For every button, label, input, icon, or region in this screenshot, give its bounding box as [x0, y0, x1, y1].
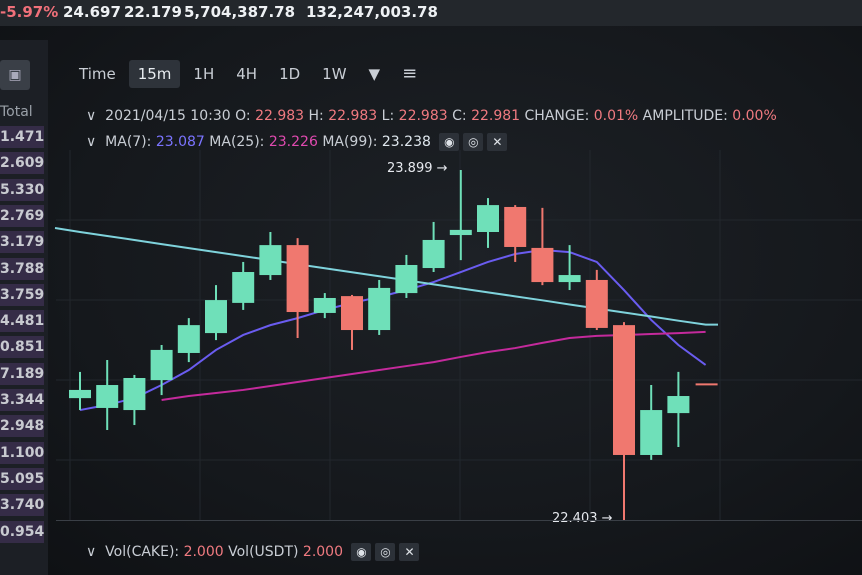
- low-value: 22.983: [398, 108, 448, 124]
- candle-body: [232, 272, 255, 303]
- candle-body: [286, 245, 309, 313]
- caret-down-icon[interactable]: ▼: [368, 64, 381, 83]
- eye-icon[interactable]: ◉: [439, 133, 460, 151]
- interval-1d[interactable]: 1D: [279, 64, 301, 83]
- ma25-label: MA(25):: [209, 134, 265, 150]
- interval-4h[interactable]: 4H: [236, 64, 258, 83]
- total-value: 3.759: [0, 283, 44, 306]
- candle-body: [205, 300, 227, 334]
- candle-body: [69, 389, 91, 399]
- ticker-low: 22.179: [124, 3, 182, 21]
- low-label: L:: [381, 108, 395, 124]
- ticker-high: 24.697: [63, 3, 121, 21]
- close-value: 22.981: [471, 108, 521, 124]
- interval-1w[interactable]: 1W: [322, 64, 347, 83]
- candle-body: [504, 206, 527, 247]
- change-label: CHANGE:: [524, 108, 590, 124]
- total-value: 1.471: [0, 126, 44, 148]
- vol-usdt-label: Vol(USDT): [228, 544, 299, 560]
- candle-body: [96, 385, 119, 408]
- amplitude-label: AMPLITUDE:: [642, 108, 728, 124]
- max-price-annotation: 23.899 →: [387, 161, 448, 176]
- interval-15m[interactable]: 15m: [128, 59, 181, 88]
- candle-body: [177, 325, 200, 353]
- candle-body: [123, 378, 146, 411]
- ma-row: ∨ MA(7): 23.087 MA(25): 23.226 MA(99): 2…: [86, 133, 508, 151]
- change-value: 0.01%: [593, 108, 639, 124]
- open-label: O:: [235, 108, 251, 124]
- collapse-chevron-icon[interactable]: ∨: [86, 108, 97, 124]
- collapse-chevron-icon[interactable]: ∨: [86, 544, 97, 560]
- min-price-annotation: 22.403 →: [552, 511, 613, 526]
- close-icon[interactable]: ✕: [399, 543, 420, 561]
- candle-body: [667, 396, 690, 414]
- candle-body: [585, 279, 608, 328]
- total-value: 2.948: [0, 415, 44, 438]
- candle-body: [341, 296, 363, 331]
- vol-cake-value: 2.000: [183, 544, 224, 560]
- amplitude-value: 0.00%: [732, 108, 777, 124]
- candle-body: [422, 239, 445, 269]
- total-value: 1.100: [0, 441, 44, 464]
- total-value: 3.740: [0, 494, 44, 517]
- eye-icon[interactable]: ◉: [351, 543, 372, 561]
- lock-button[interactable]: ▣: [0, 60, 30, 90]
- candle-body: [558, 275, 581, 283]
- ma7-label: MA(7):: [105, 134, 152, 150]
- sliders-icon[interactable]: ≡: [402, 63, 418, 84]
- total-value: 0.851: [0, 336, 44, 359]
- close-icon[interactable]: ✕: [487, 133, 508, 151]
- ticker-bar: -5.97% 24.697 22.179 5,704,387.78 132,24…: [0, 0, 862, 26]
- total-value: 3.344: [0, 389, 44, 411]
- high-label: H:: [308, 108, 324, 124]
- interval-toolbar: Time 15m 1H 4H 1D 1W ▼ ≡: [70, 58, 426, 89]
- total-value: 4.481: [0, 310, 44, 333]
- candle-body: [531, 247, 554, 283]
- order-book-panel: ▣ Total 1.471 2.609 5.330 2.769 3.179 3.788 3.…: [0, 40, 48, 575]
- ma25-value: 23.226: [268, 134, 318, 150]
- total-value: 5.095: [0, 467, 44, 490]
- interval-1h[interactable]: 1H: [193, 64, 215, 83]
- ma99-value: 23.238: [381, 134, 431, 150]
- total-value: 7.189: [0, 362, 44, 385]
- candle-body: [395, 264, 418, 294]
- candle-body: [449, 229, 472, 236]
- settings-icon[interactable]: ◎: [463, 133, 484, 151]
- ticker-turnover: 132,247,003.78: [306, 3, 438, 21]
- ticker-change: -5.97%: [0, 3, 59, 21]
- ma-line-ma99: [54, 227, 718, 326]
- total-header: Total: [0, 104, 33, 120]
- ohlc-row: ∨ 2021/04/15 10:30 O: 22.983 H: 22.983 L…: [86, 108, 777, 124]
- vol-cake-label: Vol(CAKE):: [105, 544, 180, 560]
- pane-divider[interactable]: [56, 520, 862, 521]
- total-value: 2.609: [0, 152, 44, 175]
- total-value: 5.330: [0, 178, 44, 201]
- candle-body: [259, 245, 282, 276]
- ma99-label: MA(99):: [322, 134, 378, 150]
- vol-usdt-value: 2.000: [302, 544, 344, 560]
- candle-body: [368, 287, 391, 331]
- ticker-volume: 5,704,387.78: [184, 3, 296, 21]
- candle-body: [613, 325, 635, 455]
- candle-body: [640, 410, 663, 455]
- lock-icon: ▣: [8, 67, 22, 83]
- settings-icon[interactable]: ◎: [375, 543, 396, 561]
- candle-body: [477, 205, 499, 233]
- high-value: 22.983: [328, 108, 378, 124]
- close-label: C:: [452, 108, 467, 124]
- candle-body: [313, 297, 336, 313]
- ma7-value: 23.087: [155, 134, 205, 150]
- total-value: 0.954: [0, 520, 44, 543]
- volume-row: ∨ Vol(CAKE): 2.000 Vol(USDT) 2.000 ◉ ◎ ✕: [86, 543, 420, 561]
- total-value: 3.788: [0, 257, 44, 280]
- collapse-chevron-icon[interactable]: ∨: [86, 134, 97, 150]
- interval-time[interactable]: Time: [79, 64, 116, 83]
- total-value: 3.179: [0, 231, 44, 254]
- candle-body: [150, 349, 173, 381]
- ma-line-ma7: [79, 249, 707, 412]
- open-value: 22.983: [255, 108, 305, 124]
- total-value: 2.769: [0, 204, 44, 227]
- ohlc-datetime: 2021/04/15 10:30: [105, 108, 231, 124]
